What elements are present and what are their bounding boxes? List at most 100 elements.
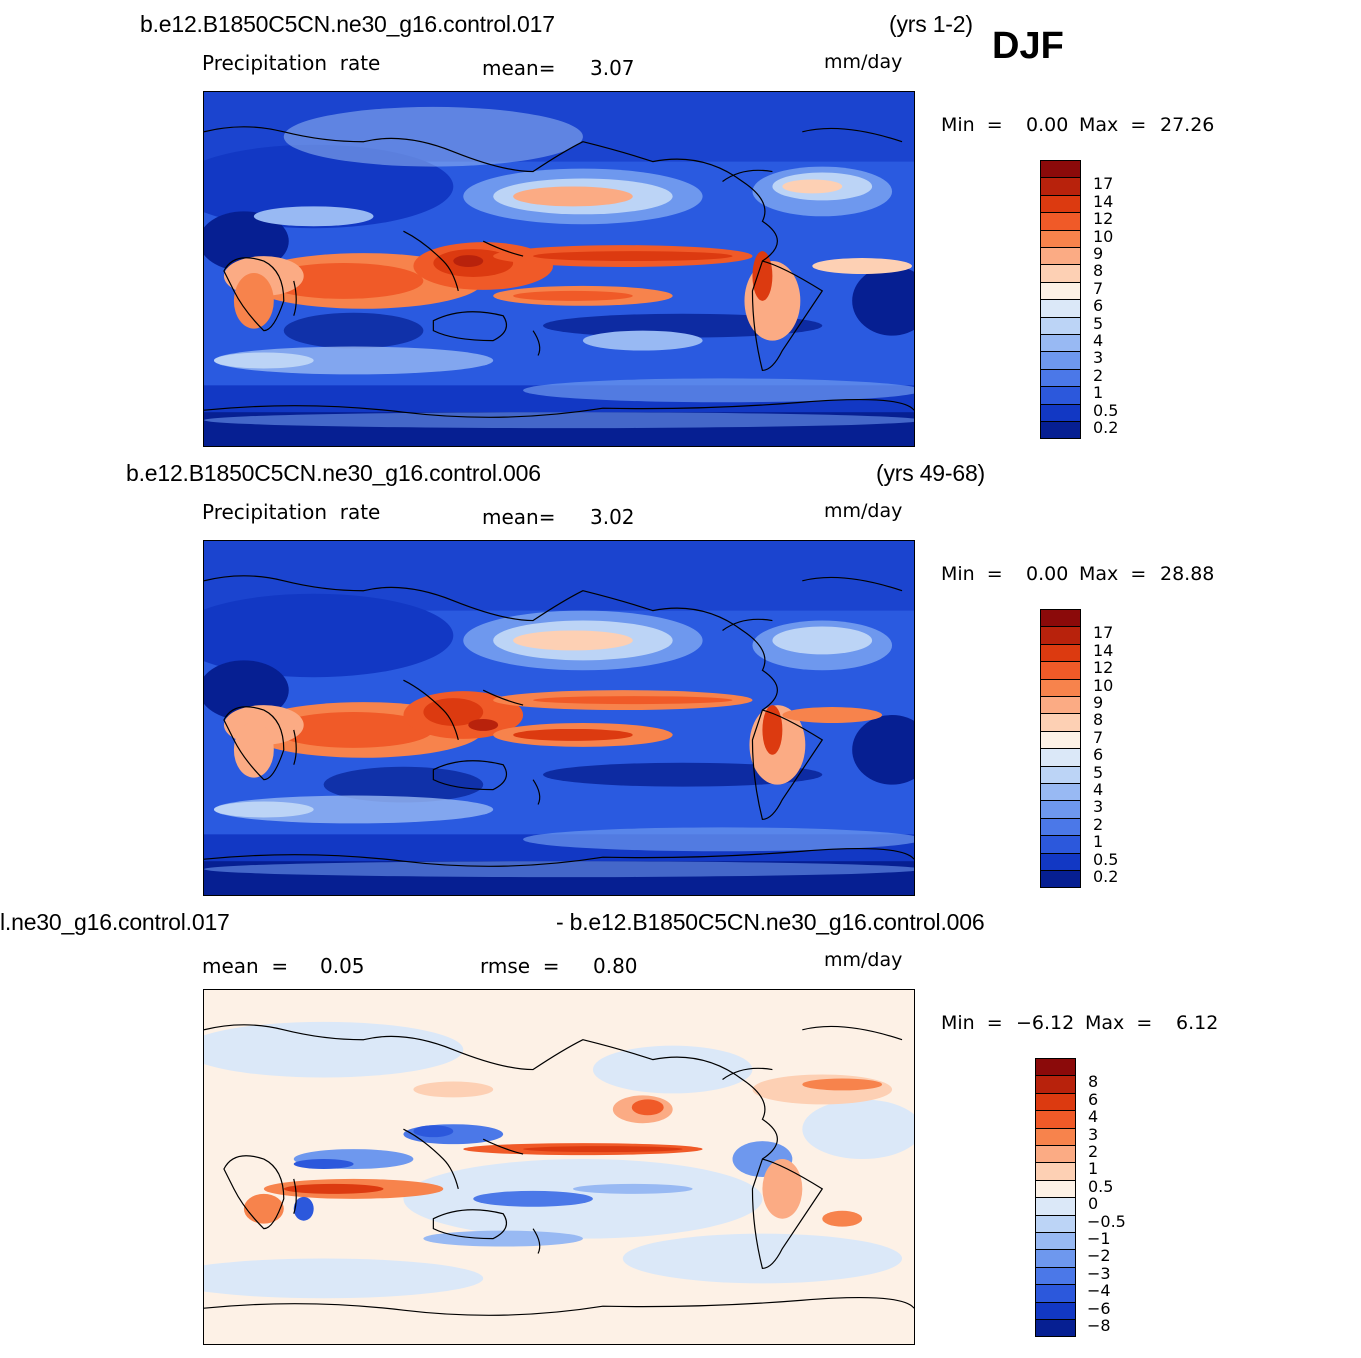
- colorbar-swatch: [1040, 299, 1081, 318]
- colorbar-swatch: [1040, 264, 1081, 283]
- colorbar-swatch: [1040, 835, 1081, 854]
- panel2-field-name: Precipitation rate: [202, 500, 381, 524]
- colorbar-label: 12: [1093, 658, 1114, 678]
- colorbar-label: 0.2: [1093, 418, 1119, 437]
- colorbar-swatch: [1040, 421, 1081, 440]
- panel3-max-label: Max =: [1085, 1012, 1153, 1034]
- colorbar-swatch: [1040, 678, 1081, 697]
- colorbar-swatch: [1040, 643, 1081, 663]
- colorbar-label: 4: [1093, 331, 1104, 350]
- panel2-case-title: b.e12.B1850C5CN.ne30_g16.control.006: [126, 460, 541, 486]
- colorbar-label: 14: [1093, 191, 1114, 211]
- panel2-map-svg: [204, 541, 914, 895]
- colorbar-label: 3: [1093, 348, 1104, 368]
- colorbar-swatch: [1040, 177, 1081, 196]
- colorbar-label: 2: [1088, 1142, 1099, 1161]
- colorbar-label: 8: [1093, 710, 1104, 730]
- colorbar-label: −8: [1087, 1316, 1111, 1335]
- colorbar-label: 8: [1093, 261, 1104, 281]
- colorbar-swatch: [1040, 212, 1081, 231]
- colorbar-swatch: [1040, 661, 1081, 680]
- colorbar-label: 1: [1088, 1159, 1099, 1179]
- panel1-field-name: Precipitation rate: [202, 51, 381, 75]
- panel2-min-value: 0.00: [1026, 563, 1069, 585]
- colorbar-swatch: [1035, 1179, 1076, 1199]
- panel2-precip-map: [203, 540, 915, 896]
- panel3-max-value: 6.12: [1176, 1012, 1219, 1034]
- colorbar-swatch: [1035, 1127, 1076, 1146]
- colorbar-swatch: [1040, 403, 1081, 422]
- colorbar-swatch: [1035, 1145, 1076, 1164]
- colorbar-swatch: [1035, 1110, 1076, 1129]
- colorbar-label: 5: [1093, 313, 1104, 333]
- colorbar-label: 9: [1093, 244, 1104, 263]
- panel1-case-title: b.e12.B1850C5CN.ne30_g16.control.017: [140, 11, 555, 37]
- panel1-max-label: Max =: [1079, 114, 1147, 136]
- colorbar-swatch: [1040, 609, 1081, 628]
- colorbar-label: 0.5: [1088, 1176, 1114, 1196]
- colorbar-label: 6: [1093, 745, 1104, 765]
- colorbar-label: 17: [1093, 174, 1114, 194]
- colorbar-swatch: [1040, 852, 1081, 871]
- colorbar-swatch: [1040, 713, 1081, 732]
- colorbar-label: 10: [1093, 226, 1114, 246]
- colorbar-swatch: [1040, 351, 1081, 370]
- panel1-units: mm/day: [824, 51, 903, 73]
- colorbar-label: 1: [1093, 832, 1104, 852]
- colorbar-swatch: [1040, 194, 1081, 214]
- panel3-case-right: - b.e12.B1850C5CN.ne30_g16.control.006: [556, 909, 985, 935]
- colorbar-swatch: [1035, 1301, 1076, 1320]
- colorbar-swatch: [1035, 1214, 1076, 1233]
- panel2-max-label: Max =: [1079, 563, 1147, 585]
- colorbar-swatch: [1040, 800, 1081, 819]
- colorbar-label: 10: [1093, 675, 1114, 695]
- panel1-min-label: Min =: [941, 114, 1003, 136]
- colorbar-label: 6: [1093, 296, 1104, 316]
- colorbar-swatch: [1035, 1092, 1076, 1112]
- colorbar-swatch: [1040, 334, 1081, 353]
- panel3-difference-map: [203, 989, 915, 1345]
- colorbar-swatch: [1040, 229, 1081, 248]
- colorbar-swatch: [1040, 696, 1081, 715]
- colorbar-swatch: [1035, 1058, 1076, 1077]
- panel1-precip-map: [203, 91, 915, 447]
- colorbar-swatch: [1035, 1249, 1076, 1268]
- colorbar-label: 0.5: [1093, 849, 1119, 869]
- colorbar-swatch: [1040, 160, 1081, 179]
- colorbar-label: 0.2: [1093, 867, 1119, 886]
- colorbar-swatch: [1035, 1266, 1076, 1286]
- panel2-min-label: Min =: [941, 563, 1003, 585]
- colorbar-swatch: [1040, 316, 1081, 335]
- colorbar-swatch: [1040, 870, 1081, 889]
- colorbar-label: 17: [1093, 623, 1114, 643]
- panel3-case-left: l.ne30_g16.control.017: [0, 909, 230, 935]
- panel3-rmse-label: rmse =: [480, 954, 560, 978]
- panel1-max-value: 27.26: [1160, 114, 1215, 136]
- panel2-mean-value: 3.02: [590, 505, 635, 529]
- colorbar-label: −1: [1087, 1229, 1111, 1248]
- panel1-map-svg: [204, 92, 914, 446]
- colorbar-label: 5: [1093, 762, 1104, 782]
- colorbar-swatch: [1035, 1284, 1076, 1303]
- panel3-min-label: Min =: [941, 1012, 1003, 1034]
- panel3-rmse-value: 0.80: [593, 954, 638, 978]
- panel1-years: (yrs 1-2): [889, 11, 973, 37]
- colorbar-label: 4: [1093, 780, 1104, 799]
- colorbar-label: 12: [1093, 209, 1114, 229]
- panel3-min-value: −6.12: [1016, 1012, 1075, 1034]
- colorbar-swatch: [1040, 386, 1081, 405]
- panel2-max-value: 28.88: [1160, 563, 1215, 585]
- colorbar-label: 4: [1088, 1107, 1099, 1127]
- colorbar-label: 6: [1088, 1089, 1099, 1109]
- colorbar-label: −0.5: [1087, 1211, 1126, 1231]
- colorbar-swatch: [1040, 247, 1081, 266]
- colorbar-swatch: [1040, 783, 1081, 802]
- colorbar-swatch: [1040, 748, 1081, 767]
- colorbar-label: 2: [1093, 814, 1104, 834]
- colorbar-label: 9: [1093, 693, 1104, 712]
- colorbar-label: 0.5: [1093, 400, 1119, 420]
- panel1-mean-label: mean=: [482, 56, 556, 80]
- colorbar-label: 3: [1088, 1124, 1099, 1144]
- colorbar-swatch: [1035, 1197, 1076, 1216]
- colorbar-swatch: [1040, 368, 1081, 388]
